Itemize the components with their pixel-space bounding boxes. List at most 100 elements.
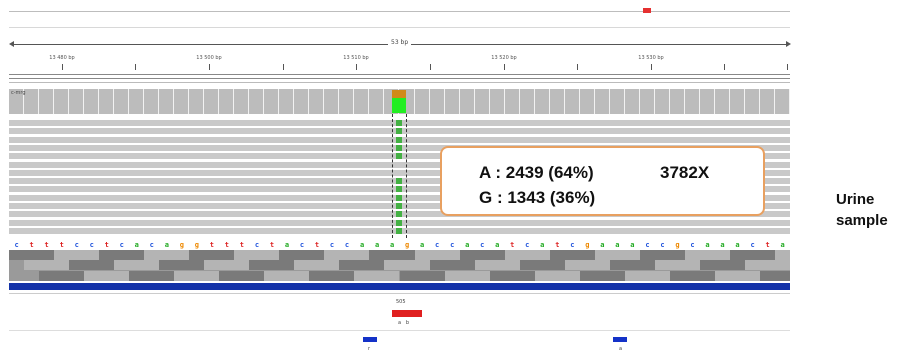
read-mismatch-a — [396, 211, 402, 218]
coverage-bar — [24, 89, 40, 114]
amino-acid-block — [354, 270, 400, 281]
reference-base: a — [630, 241, 635, 249]
reference-base: t — [104, 241, 109, 249]
reference-base: a — [420, 241, 425, 249]
ruler-tick — [577, 64, 578, 70]
coverage-bar — [414, 89, 430, 114]
header-separator — [9, 27, 790, 28]
coverage-bar — [609, 89, 625, 114]
reference-base: t — [29, 241, 34, 249]
reference-base: a — [359, 241, 365, 249]
allele-a-count: A : 2439 (64%) — [479, 163, 594, 182]
amino-acid-block — [459, 250, 505, 260]
ruler-tick — [356, 64, 357, 70]
reference-base: c — [89, 241, 94, 249]
coverage-bar — [459, 89, 475, 114]
ruler-tick-label: 13 520 bp — [491, 55, 517, 61]
amino-acid-block — [309, 270, 355, 281]
reference-base: c — [480, 241, 485, 249]
amino-acid-block — [24, 260, 70, 271]
reference-base: t — [555, 241, 560, 249]
reference-base: c — [570, 241, 575, 249]
track-separator — [9, 293, 790, 294]
amino-acid-block — [204, 260, 250, 271]
coverage-bar — [234, 89, 250, 114]
reference-base: t — [44, 241, 49, 249]
coverage-bar — [624, 89, 640, 114]
coverage-bar — [549, 89, 565, 114]
coverage-bar — [9, 89, 25, 114]
coverage-bar — [84, 89, 100, 114]
coverage-bar — [174, 89, 190, 114]
coverage-bar — [99, 89, 115, 114]
coverage-bar — [639, 89, 655, 114]
amino-acid-block — [249, 260, 295, 271]
coverage-bar — [729, 89, 745, 114]
reference-base: c — [254, 241, 260, 249]
amino-acid-block — [504, 250, 550, 260]
small-feature-left[interactable] — [363, 337, 377, 342]
read-mismatch-a — [396, 194, 402, 201]
amino-acid-block — [264, 270, 310, 281]
reference-base: c — [119, 241, 124, 249]
coverage-bar — [219, 89, 235, 114]
reference-base: a — [389, 241, 395, 249]
coverage-bar — [189, 89, 205, 114]
amino-acid-block — [399, 270, 445, 281]
aligned-read[interactable] — [9, 169, 790, 176]
read-mismatch-a — [396, 227, 402, 234]
coverage-bar — [114, 89, 130, 114]
coverage-bar — [654, 89, 670, 114]
reference-base: c — [149, 241, 154, 249]
amino-acid-block — [624, 270, 670, 281]
track-separator — [9, 74, 790, 75]
reference-base: a — [495, 241, 500, 249]
aligned-read[interactable] — [9, 161, 790, 168]
variant-column-left-guide — [392, 114, 393, 238]
reference-gene-track[interactable] — [9, 283, 790, 290]
ruler-tick-label: 13 510 bp — [343, 55, 369, 61]
variant-coverage-bar-a[interactable] — [392, 98, 406, 113]
ruler-tick — [430, 64, 431, 70]
reference-base: t — [765, 241, 770, 249]
amino-acid-block — [279, 250, 325, 260]
amino-acid-block — [99, 250, 145, 260]
amino-acid-block — [324, 250, 370, 260]
small-feature-left-mark: r — [368, 346, 371, 352]
coverage-bar — [489, 89, 505, 114]
reference-base: a — [615, 241, 620, 249]
ruler-tick — [787, 64, 788, 70]
amino-acid-block — [489, 270, 535, 281]
chromosome-ideogram-line — [9, 11, 790, 12]
coverage-bar — [159, 89, 175, 114]
coverage-bar — [294, 89, 310, 114]
small-feature-right[interactable] — [613, 337, 627, 342]
read-mismatch-a — [396, 186, 402, 193]
coverage-bar — [339, 89, 355, 114]
feature-block[interactable] — [392, 310, 422, 317]
coverage-bar — [504, 89, 520, 114]
ruler-tick-label: 13 500 bp — [196, 55, 222, 61]
reference-base: g — [179, 241, 184, 249]
amino-acid-block — [429, 260, 475, 271]
total-depth: 3782X — [660, 163, 710, 182]
reference-base: c — [14, 241, 19, 249]
reference-base: a — [164, 241, 169, 249]
coverage-bar — [684, 89, 700, 114]
span-label: 53 bp — [388, 39, 412, 46]
amino-acid-block — [189, 250, 235, 260]
read-mismatch-a — [396, 128, 402, 135]
reference-base: c — [74, 241, 79, 249]
track-separator — [9, 82, 790, 83]
amino-acid-block — [699, 260, 745, 271]
amino-acid-block — [774, 250, 790, 260]
variant-coverage-bar-g[interactable] — [392, 90, 406, 98]
reference-base: t — [224, 241, 229, 249]
coverage-bar — [444, 89, 460, 114]
reference-base: a — [780, 241, 785, 249]
current-locus-marker — [643, 8, 651, 13]
coverage-bar — [309, 89, 325, 114]
ruler-tick — [283, 64, 284, 70]
amino-acid-block — [684, 250, 730, 260]
reference-base: c — [750, 241, 755, 249]
